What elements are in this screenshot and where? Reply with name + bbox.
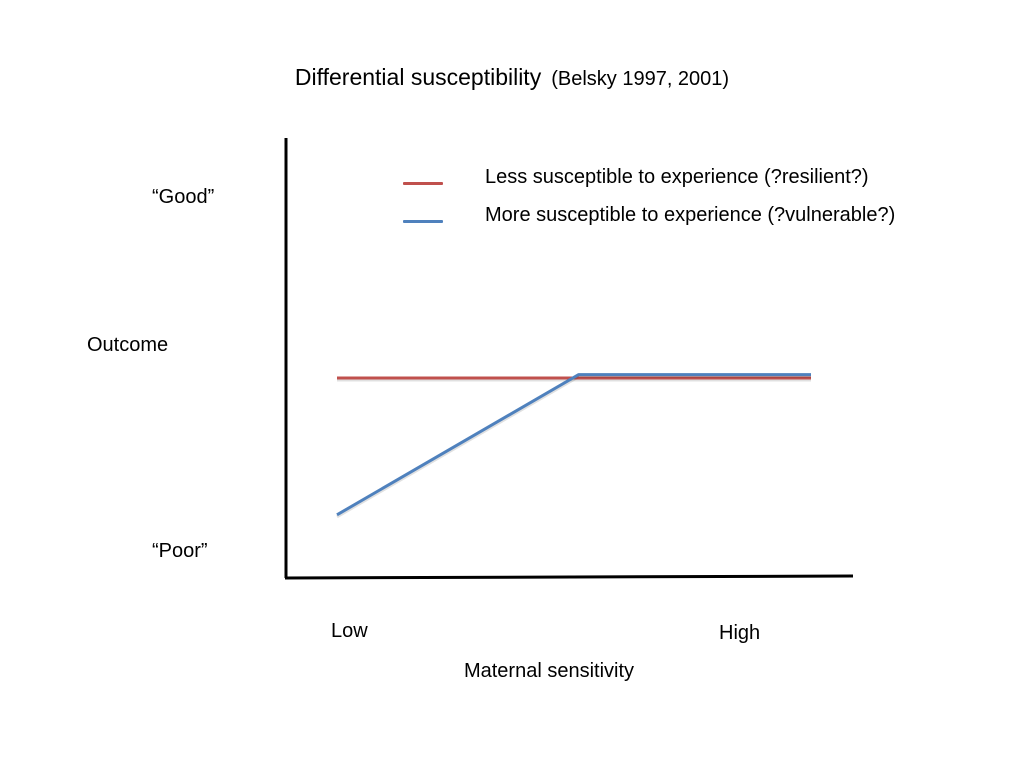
- x-axis-label: Maternal sensitivity: [463, 660, 635, 682]
- chart-axes: [284, 138, 854, 580]
- y-tick-label-poor: “Poor”: [152, 540, 208, 562]
- legend-swatch-less-susceptible: [403, 182, 443, 185]
- x-axis: [284, 574, 854, 580]
- chart-series: [336, 373, 811, 519]
- chart-title-citation: (Belsky 1997, 2001): [551, 68, 730, 90]
- x-tick-label-high: High: [719, 622, 761, 644]
- chart-title: Differential susceptibility (Belsky 1997,…: [0, 64, 1024, 91]
- legend-label-less-susceptible: Less susceptible to experience (?resilie…: [485, 166, 869, 188]
- series-line-more-susceptible: [336, 373, 811, 517]
- legend-swatch-more-susceptible: [403, 220, 443, 223]
- y-axis-label: Outcome: [87, 334, 169, 356]
- legend-label-more-susceptible: More susceptible to experience (?vulnera…: [485, 204, 896, 226]
- y-tick-label-good: “Good”: [152, 186, 215, 208]
- series-shadow-2: [336, 375, 811, 519]
- x-tick-label-low: Low: [331, 620, 368, 642]
- chart-title-main: Differential susceptibility: [294, 64, 542, 90]
